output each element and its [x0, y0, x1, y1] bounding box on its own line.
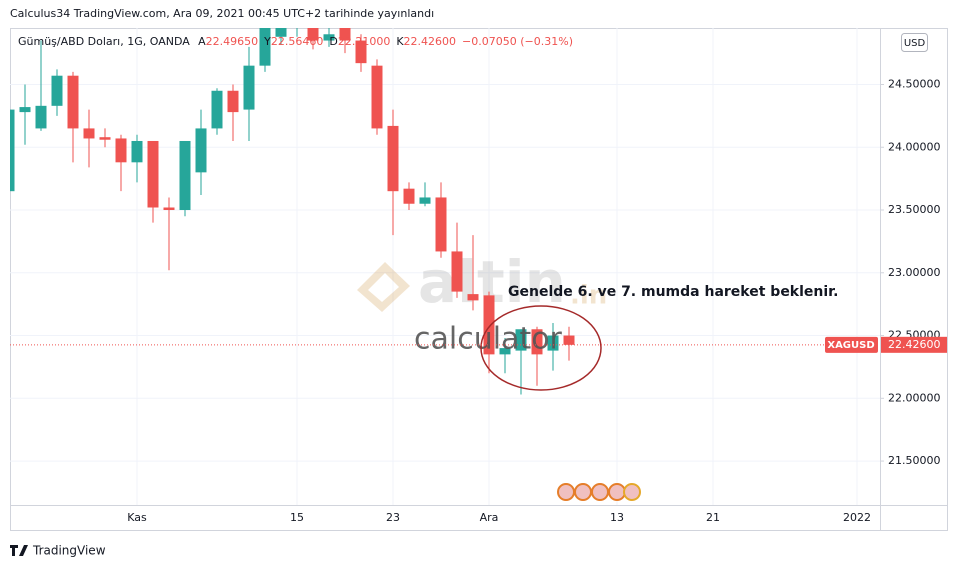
candle-body — [211, 90, 223, 129]
candle-body — [547, 335, 559, 351]
candle-body — [275, 28, 287, 37]
event-flags — [557, 483, 641, 501]
candle-body — [435, 197, 447, 252]
candle-body — [131, 140, 143, 163]
symbol-tag — [825, 336, 878, 353]
candle-body — [147, 140, 159, 208]
published-line: Calculus34 TradingView.com, Ara 09, 2021… — [10, 7, 434, 20]
footer-text: TradingView — [32, 544, 106, 558]
candle-body — [35, 105, 47, 129]
event-flag — [623, 483, 641, 501]
candle-body — [323, 34, 335, 41]
ohlc-value: 22.56460 — [271, 35, 324, 48]
candle-body — [115, 138, 127, 163]
y-tick-label: 23.00000 — [888, 266, 941, 279]
candle-body — [67, 75, 79, 129]
y-tick-label: 22.00000 — [888, 391, 941, 404]
frame — [10, 28, 948, 531]
x-tick-label: 15 — [290, 511, 304, 524]
candle-body — [99, 137, 111, 140]
watermark-domain: .in — [570, 281, 607, 311]
currency-box[interactable] — [901, 33, 928, 52]
candle-body — [371, 65, 383, 129]
grid — [10, 28, 880, 505]
footer-logo: TradingView — [10, 544, 106, 558]
candle-body — [467, 294, 479, 301]
y-tick-label: 24.50000 — [888, 77, 941, 90]
ohlc-value: 22.49650 — [206, 35, 259, 48]
ohlc-prefix: K — [396, 35, 404, 48]
candle-body — [195, 128, 207, 173]
legend-header: Gümüş/ABD Doları, 1G, OANDA A22.49650 Y22.… — [18, 35, 573, 48]
x-tick-label: 13 — [610, 511, 624, 524]
candle-body — [10, 109, 15, 192]
x-tick-label: 2022 — [843, 511, 871, 524]
candle-body — [227, 90, 239, 113]
candle-body — [163, 207, 175, 211]
candle-body — [259, 28, 271, 66]
candle-body — [51, 75, 63, 106]
x-tick-label: 21 — [706, 511, 720, 524]
candle-body — [403, 188, 415, 204]
x-tick-label: Ara — [480, 511, 499, 524]
symbol-label: XAGUSD — [827, 340, 874, 351]
y-tick-label: 21.50000 — [888, 454, 941, 467]
y-tick-label: 24.00000 — [888, 140, 941, 153]
ohlc-prefix: A — [198, 35, 206, 48]
watermark-logo — [357, 262, 410, 312]
symbol-title: Gümüş/ABD Doları, 1G, OANDA A22.49650 Y22.… — [18, 35, 573, 48]
ohlc-prefix: D — [329, 35, 337, 48]
y-tick-label: 23.50000 — [888, 203, 941, 216]
candle-body — [387, 125, 399, 192]
candle-body — [307, 28, 319, 41]
ohlc-value: −0.07050 (−0.31%) — [462, 35, 573, 48]
ohlc-prefix: Y — [263, 35, 271, 48]
candle-body — [243, 65, 255, 110]
candle-body — [451, 251, 463, 292]
candle-body — [515, 329, 527, 351]
candles — [10, 28, 575, 395]
x-tick-label: Kas — [127, 511, 147, 524]
ohlc-value: 22.21000 — [338, 35, 391, 48]
currency-button[interactable]: USD — [901, 33, 928, 52]
candle-body — [483, 295, 495, 355]
candle-body — [19, 107, 31, 113]
candle-body — [339, 28, 351, 41]
candle-body — [563, 335, 575, 345]
candle-body — [419, 197, 431, 204]
price-tag-label: 22.42600 — [888, 338, 941, 351]
annotation: Genelde 6. ve 7. mumda hareket beklenir. — [508, 284, 838, 300]
ohlc-value: 22.42600 — [404, 35, 457, 48]
price-tag — [881, 336, 947, 353]
currency-label[interactable]: USD — [904, 38, 926, 49]
event-flag — [574, 483, 592, 501]
tv-logo — [10, 545, 28, 556]
title: Gümüş/ABD Doları, 1G, OANDA — [18, 35, 190, 48]
candle-body — [179, 140, 191, 211]
candle-body — [83, 128, 95, 139]
event-flag — [591, 483, 609, 501]
event-flag — [608, 483, 626, 501]
event-flag — [557, 483, 575, 501]
x-tick-label: 23 — [386, 511, 400, 524]
candle-body — [499, 348, 511, 355]
highlight-circle — [480, 305, 602, 391]
candle-body — [531, 329, 543, 355]
candle-body — [355, 40, 367, 64]
watermark-logo-inner — [368, 273, 399, 302]
